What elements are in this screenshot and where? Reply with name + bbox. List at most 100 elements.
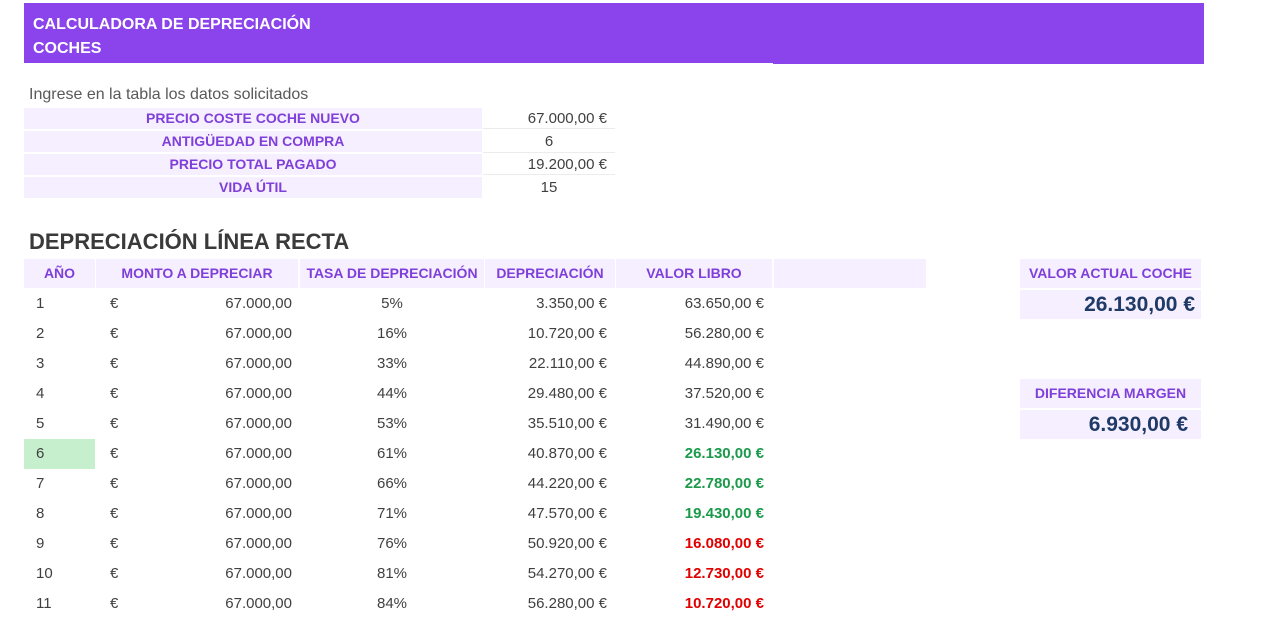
table-row: 10 €67.000,00 81% 54.270,00 € 12.730,00 € (24, 559, 784, 589)
row-book-value[interactable]: 10.720,00 € (684, 595, 764, 612)
row-year[interactable]: 6 (24, 439, 95, 469)
row-year[interactable]: 10 (36, 565, 53, 582)
row-rate[interactable]: 84% (376, 595, 408, 612)
row-year[interactable]: 8 (36, 505, 45, 522)
row-depreciation[interactable]: 50.920,00 € (527, 535, 607, 552)
col-header-depreciation: DEPRECIACIÓN (485, 259, 615, 288)
section-title: DEPRECIACIÓN LÍNEA RECTA (29, 229, 350, 254)
row-currency[interactable]: € (110, 325, 119, 342)
row-depreciation[interactable]: 10.720,00 € (527, 325, 607, 342)
row-rate[interactable]: 76% (376, 535, 408, 552)
row-depreciation[interactable]: 47.570,00 € (527, 505, 607, 522)
row-book-value[interactable]: 12.730,00 € (684, 565, 764, 582)
row-amount[interactable]: 67.000,00 (225, 565, 292, 582)
table-row: 6 €67.000,00 61% 40.870,00 € 26.130,00 € (24, 439, 784, 469)
title-banner: CALCULADORA DE DEPRECIACIÓN COCHES (24, 3, 1204, 63)
banner-edge (773, 61, 1204, 64)
param-input-new-price[interactable]: 67.000,00 € (483, 108, 615, 129)
row-book-value[interactable]: 44.890,00 € (684, 355, 764, 372)
row-book-value[interactable]: 22.780,00 € (684, 475, 764, 492)
table-row: 4 €67.000,00 44% 29.480,00 € 37.520,00 € (24, 379, 784, 409)
row-currency[interactable]: € (110, 505, 119, 522)
row-book-value[interactable]: 26.130,00 € (684, 445, 764, 462)
table-row: 1 €67.000,00 5% 3.350,00 € 63.650,00 € (24, 289, 784, 319)
row-year[interactable]: 9 (36, 535, 45, 552)
param-label-new-price: PRECIO COSTE COCHE NUEVO (24, 108, 482, 129)
row-depreciation[interactable]: 29.480,00 € (527, 385, 607, 402)
col-header-amount: MONTO A DEPRECIAR (96, 259, 298, 288)
table-row: 2 €67.000,00 16% 10.720,00 € 56.280,00 € (24, 319, 784, 349)
row-book-value[interactable]: 16.080,00 € (684, 535, 764, 552)
row-currency[interactable]: € (110, 415, 119, 432)
table-row: 3 €67.000,00 33% 22.110,00 € 44.890,00 € (24, 349, 784, 379)
row-depreciation[interactable]: 54.270,00 € (527, 565, 607, 582)
row-amount[interactable]: 67.000,00 (225, 445, 292, 462)
row-rate[interactable]: 5% (381, 295, 403, 312)
row-currency[interactable]: € (110, 355, 119, 372)
row-book-value[interactable]: 37.520,00 € (684, 385, 764, 402)
param-input-age[interactable]: 6 (483, 131, 615, 153)
current-value-label: VALOR ACTUAL COCHE (1020, 259, 1201, 288)
row-rate[interactable]: 66% (376, 475, 408, 492)
row-rate[interactable]: 61% (376, 445, 408, 462)
row-amount[interactable]: 67.000,00 (225, 505, 292, 522)
param-input-useful-life[interactable]: 15 (540, 179, 558, 196)
row-book-value[interactable]: 19.430,00 € (684, 505, 764, 522)
row-amount[interactable]: 67.000,00 (225, 415, 292, 432)
table-row: 7 €67.000,00 66% 44.220,00 € 22.780,00 € (24, 469, 784, 499)
row-currency[interactable]: € (110, 295, 119, 312)
instruction-text: Ingrese en la tabla los datos solicitado… (29, 86, 309, 103)
row-year[interactable]: 7 (36, 475, 45, 492)
row-currency[interactable]: € (110, 475, 119, 492)
row-amount[interactable]: 67.000,00 (225, 295, 292, 312)
row-depreciation[interactable]: 40.870,00 € (527, 445, 607, 462)
col-header-year: AÑO (24, 259, 95, 288)
current-value: 26.130,00 € (1020, 290, 1201, 319)
row-year[interactable]: 11 (36, 595, 52, 612)
row-currency[interactable]: € (110, 595, 119, 612)
row-year[interactable]: 2 (36, 325, 45, 342)
table-row: 5 €67.000,00 53% 35.510,00 € 31.490,00 € (24, 409, 784, 439)
row-rate[interactable]: 44% (376, 385, 408, 402)
row-book-value[interactable]: 56.280,00 € (684, 325, 764, 342)
col-header-blank (774, 259, 926, 288)
row-year[interactable]: 4 (36, 385, 45, 402)
banner-title: CALCULADORA DE DEPRECIACIÓN COCHES (33, 13, 311, 61)
row-book-value[interactable]: 31.490,00 € (684, 415, 764, 432)
row-amount[interactable]: 67.000,00 (225, 325, 292, 342)
row-rate[interactable]: 53% (376, 415, 408, 432)
row-rate[interactable]: 33% (376, 355, 408, 372)
row-rate[interactable]: 71% (376, 505, 408, 522)
param-label-age: ANTIGÜEDAD EN COMPRA (24, 131, 482, 152)
param-input-paid-price[interactable]: 19.200,00 € (483, 154, 615, 175)
row-depreciation[interactable]: 22.110,00 € (528, 355, 607, 372)
margin-label: DIFERENCIA MARGEN (1020, 379, 1201, 408)
param-label-useful-life: VIDA ÚTIL (24, 177, 482, 198)
col-header-rate: TASA DE DEPRECIACIÓN (300, 259, 484, 288)
row-amount[interactable]: 67.000,00 (225, 385, 292, 402)
row-currency[interactable]: € (110, 385, 119, 402)
row-amount[interactable]: 67.000,00 (225, 475, 292, 492)
row-depreciation[interactable]: 56.280,00 € (527, 595, 607, 612)
row-year[interactable]: 3 (36, 355, 45, 372)
row-currency[interactable]: € (110, 535, 119, 552)
row-amount[interactable]: 67.000,00 (225, 595, 292, 612)
banner-title-line2: COCHES (33, 40, 102, 57)
param-label-paid-price: PRECIO TOTAL PAGADO (24, 154, 482, 175)
row-depreciation[interactable]: 3.350,00 € (536, 295, 607, 312)
row-depreciation[interactable]: 44.220,00 € (527, 475, 607, 492)
col-header-book-value: VALOR LIBRO (616, 259, 772, 288)
table-row: 11 €67.000,00 84% 56.280,00 € 10.720,00 € (24, 589, 784, 619)
row-currency[interactable]: € (110, 565, 119, 582)
row-rate[interactable]: 81% (376, 565, 408, 582)
row-rate[interactable]: 16% (376, 325, 408, 342)
row-currency[interactable]: € (110, 445, 119, 462)
row-book-value[interactable]: 63.650,00 € (684, 295, 764, 312)
row-year[interactable]: 1 (36, 295, 45, 312)
row-amount[interactable]: 67.000,00 (225, 535, 292, 552)
row-year[interactable]: 5 (36, 415, 45, 432)
banner-title-line1: CALCULADORA DE DEPRECIACIÓN (33, 16, 311, 33)
row-amount[interactable]: 67.000,00 (225, 355, 292, 372)
row-depreciation[interactable]: 35.510,00 € (527, 415, 607, 432)
margin-value: 6.930,00 € (1020, 410, 1201, 439)
